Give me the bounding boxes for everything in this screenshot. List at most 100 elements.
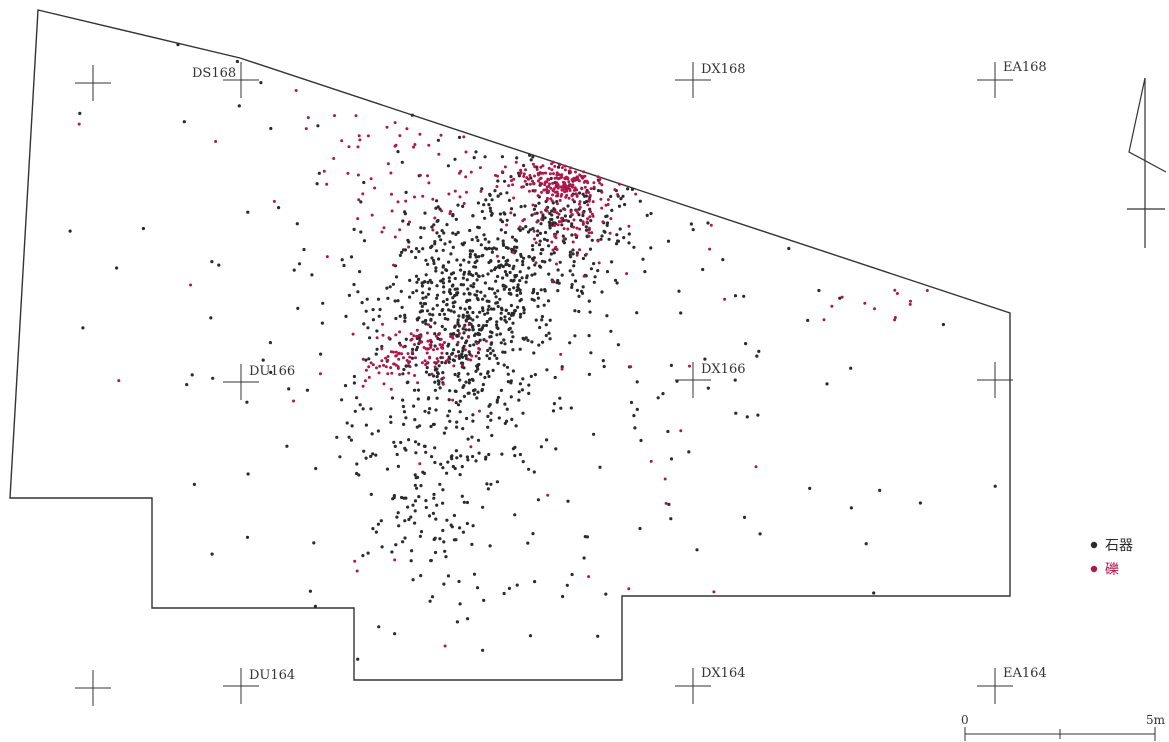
stone-tool-point bbox=[456, 350, 461, 354]
gravel-point bbox=[572, 188, 576, 192]
gravel-point bbox=[600, 183, 604, 187]
gravel-point bbox=[587, 575, 591, 579]
gravel-point bbox=[523, 179, 527, 183]
stone-tool-point bbox=[431, 511, 435, 515]
stone-tool-point bbox=[360, 301, 364, 305]
stone-tool-point bbox=[447, 360, 451, 364]
stone-tool-point bbox=[396, 511, 400, 515]
stone-tool-point bbox=[417, 495, 421, 499]
stone-tool-point bbox=[392, 440, 396, 444]
stone-tool-point bbox=[376, 297, 381, 301]
gravel-point bbox=[355, 569, 359, 573]
stone-tool-point bbox=[493, 267, 497, 272]
stone-tool-point bbox=[604, 592, 608, 596]
gravel-point bbox=[587, 234, 591, 238]
stone-tool-point bbox=[456, 322, 460, 326]
gravel-point bbox=[340, 139, 344, 143]
gravel-point bbox=[649, 459, 653, 463]
stone-tool-point bbox=[524, 225, 528, 229]
gravel-point bbox=[555, 262, 558, 266]
gravel-point bbox=[433, 361, 437, 364]
stone-tool-point bbox=[577, 309, 581, 314]
gravel-point bbox=[586, 181, 590, 185]
gravel-point bbox=[560, 166, 564, 170]
gravel-point bbox=[392, 350, 395, 354]
stone-tool-point bbox=[490, 287, 494, 291]
gravel-point bbox=[537, 173, 540, 177]
stone-tool-point bbox=[523, 204, 527, 208]
gravel-point bbox=[431, 228, 435, 232]
stone-tool-point bbox=[558, 396, 562, 400]
stone-tool-point bbox=[424, 295, 428, 299]
stone-tool-point bbox=[422, 444, 427, 448]
gravel-point bbox=[441, 343, 445, 347]
gravel-point bbox=[589, 187, 593, 191]
stone-tool-point bbox=[352, 374, 356, 379]
stone-tool-point bbox=[518, 452, 523, 457]
gravel-point bbox=[469, 445, 473, 449]
stone-tool-point bbox=[540, 315, 545, 319]
stone-tool-point bbox=[78, 111, 82, 115]
grid-cross-1 bbox=[75, 65, 111, 101]
stone-tool-point bbox=[742, 294, 746, 298]
gravel-point bbox=[535, 168, 539, 171]
stone-tool-point bbox=[589, 219, 593, 223]
gravel-point bbox=[570, 213, 574, 217]
stone-tool-point bbox=[385, 286, 389, 290]
stone-tool-point bbox=[445, 303, 449, 307]
stone-tool-point bbox=[458, 526, 462, 530]
stone-tool-point bbox=[414, 451, 418, 455]
stone-tool-point bbox=[454, 389, 458, 394]
stone-tool-point bbox=[424, 450, 428, 454]
stone-tool-point bbox=[409, 559, 413, 563]
stone-tool-point bbox=[529, 374, 533, 378]
stone-tool-point bbox=[489, 209, 493, 213]
gravel-point bbox=[464, 175, 468, 179]
gravel-point bbox=[413, 374, 417, 377]
gravel-point bbox=[479, 189, 483, 193]
stone-tool-point bbox=[68, 229, 72, 233]
stone-tool-point bbox=[412, 404, 416, 408]
stone-tool-point bbox=[480, 209, 484, 214]
stone-tool-point bbox=[420, 304, 424, 308]
stone-tool-point bbox=[526, 541, 530, 545]
gravel-point bbox=[533, 212, 537, 216]
gravel-point bbox=[375, 336, 379, 340]
stone-tool-point bbox=[510, 417, 514, 421]
stone-tool-point bbox=[495, 301, 499, 305]
stone-tool-point bbox=[507, 264, 511, 268]
stone-tool-point bbox=[545, 368, 549, 372]
gravel-point bbox=[452, 364, 456, 368]
gravel-point bbox=[77, 122, 81, 126]
stone-tool-point bbox=[190, 373, 194, 377]
gravel-point bbox=[356, 217, 360, 221]
stone-tool-point bbox=[538, 231, 543, 235]
stone-tool-point bbox=[458, 473, 462, 477]
stone-tool-point bbox=[468, 249, 472, 253]
grid-cross-3 bbox=[675, 62, 711, 98]
stone-tool-point bbox=[361, 407, 365, 411]
stone-tool-point bbox=[531, 155, 535, 159]
stone-tool-point bbox=[511, 348, 515, 352]
stone-tool-point bbox=[486, 414, 490, 418]
stone-tool-point bbox=[495, 320, 499, 324]
stone-tool-point bbox=[340, 398, 344, 402]
gravel-point bbox=[583, 185, 587, 189]
stone-tool-point bbox=[518, 279, 522, 283]
stone-tool-point bbox=[514, 424, 518, 428]
stone-tool-point bbox=[481, 648, 485, 652]
gravel-point bbox=[893, 318, 897, 322]
gravel-point bbox=[830, 304, 834, 308]
stone-tool-point bbox=[596, 269, 600, 273]
stone-tool-point bbox=[356, 657, 360, 661]
stone-tool-point bbox=[451, 296, 455, 300]
stone-tool-point bbox=[408, 278, 412, 282]
stone-tool-point bbox=[481, 274, 485, 278]
stone-tool-point bbox=[539, 288, 543, 292]
stone-tool-point bbox=[467, 292, 471, 296]
gravel-point bbox=[533, 165, 537, 169]
gravel-point bbox=[511, 183, 515, 187]
legend-label-stone-tool: 石器 bbox=[1105, 538, 1133, 554]
gravel-point bbox=[570, 194, 574, 198]
gravel-point bbox=[433, 216, 437, 220]
